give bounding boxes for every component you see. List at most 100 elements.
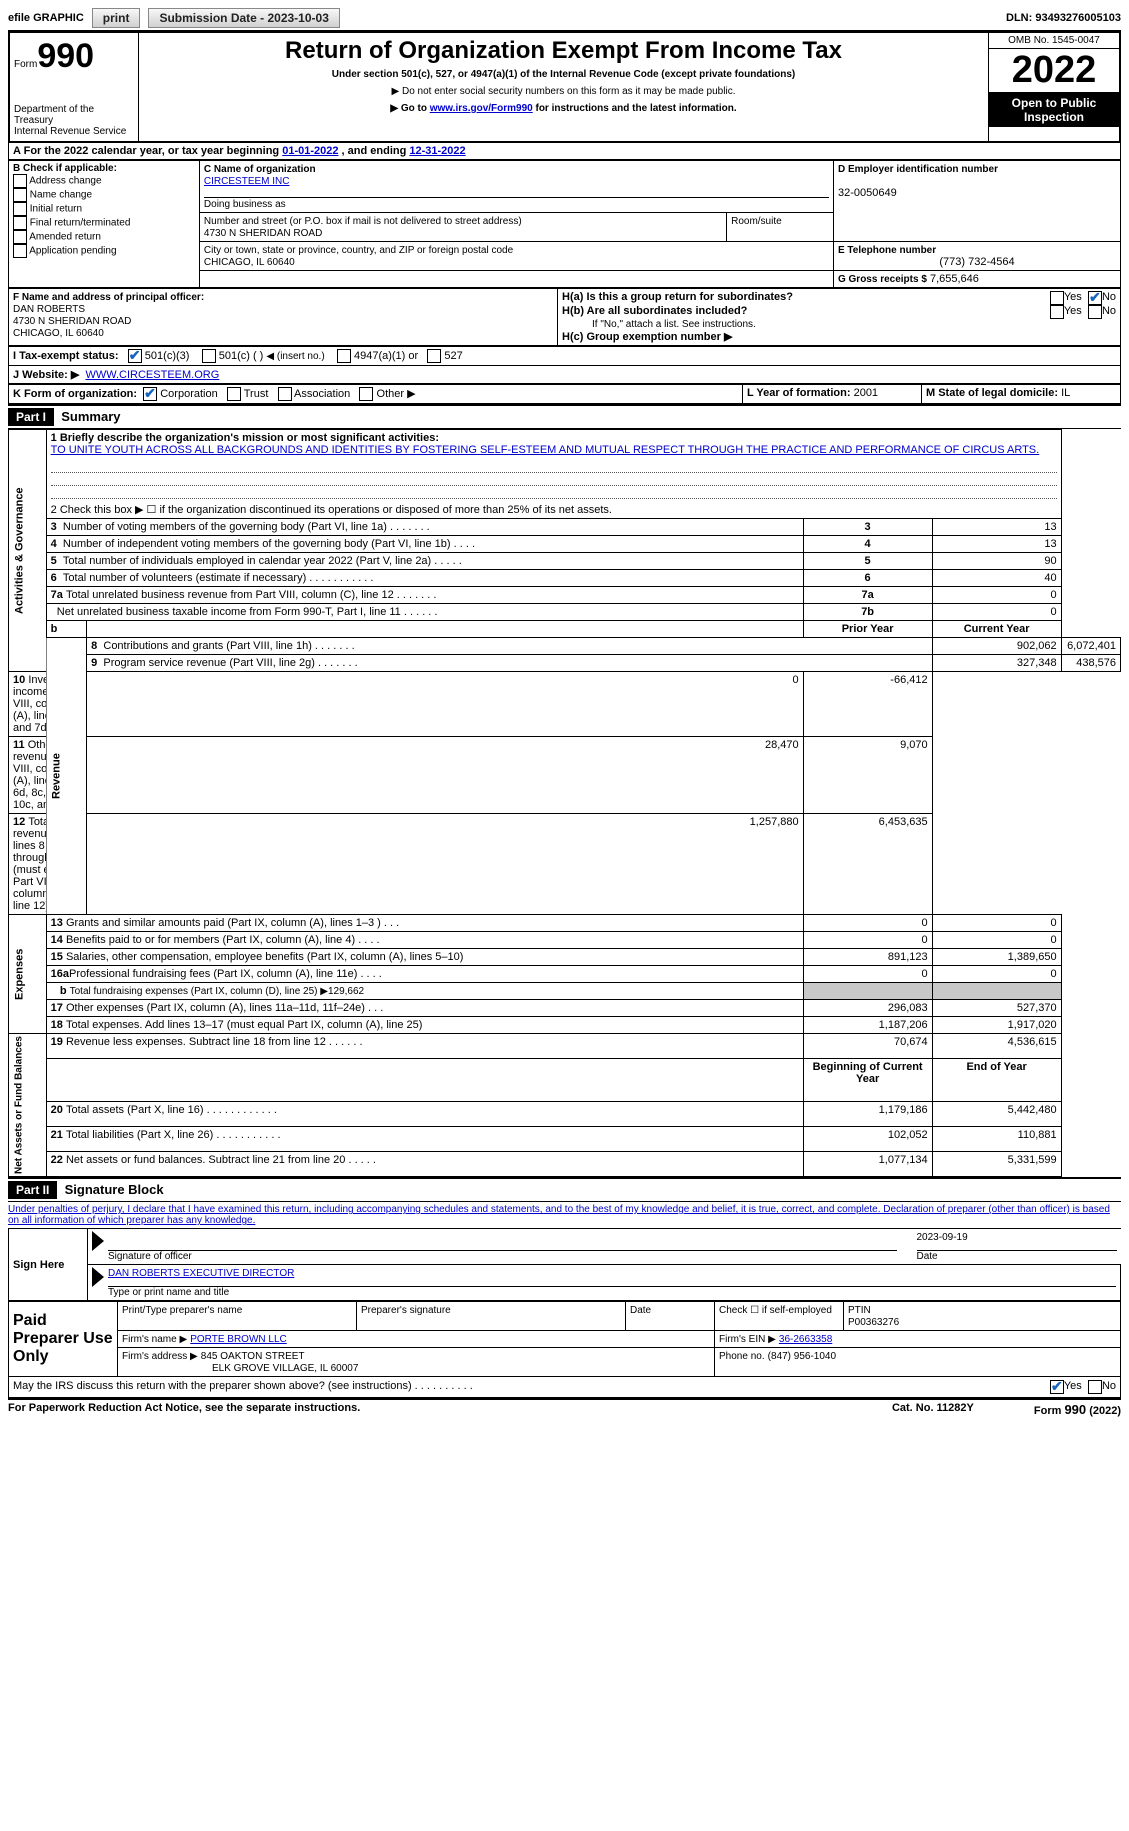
period-begin: 01-01-2022 bbox=[282, 145, 338, 157]
firm-name-label: Firm's name ▶ bbox=[122, 1334, 187, 1345]
hb-yes[interactable]: Yes bbox=[1064, 305, 1082, 319]
dept-treasury: Department of the Treasury bbox=[14, 104, 134, 126]
period-end: 12-31-2022 bbox=[409, 145, 465, 157]
exp-row: 15 Salaries, other compensation, employe… bbox=[46, 949, 803, 966]
discuss-no[interactable]: No bbox=[1102, 1380, 1116, 1394]
ag-row: 6 Total number of volunteers (estimate i… bbox=[46, 570, 803, 587]
side-na: Net Assets or Fund Balances bbox=[9, 1034, 47, 1177]
period-mid: , and ending bbox=[338, 145, 409, 157]
pp-sig-label: Preparer's signature bbox=[361, 1305, 451, 1316]
officer-label: F Name and address of principal officer: bbox=[13, 292, 204, 303]
phone-value: (773) 732-4564 bbox=[838, 256, 1116, 268]
mission-text[interactable]: TO UNITE YOUTH ACROSS ALL BACKGROUNDS AN… bbox=[51, 444, 1040, 456]
officer-printed-name[interactable]: DAN ROBERTS EXECUTIVE DIRECTOR bbox=[108, 1268, 294, 1279]
ag-val-4: 13 bbox=[932, 536, 1061, 553]
period-row: A For the 2022 calendar year, or tax yea… bbox=[8, 143, 1121, 160]
firm-ein-link[interactable]: 36-2663358 bbox=[779, 1334, 832, 1345]
hb-no[interactable]: No bbox=[1102, 305, 1116, 319]
dba-label: Doing business as bbox=[204, 199, 286, 210]
street-value: 4730 N SHERIDAN ROAD bbox=[204, 228, 322, 239]
hb-label: H(b) Are all subordinates included? bbox=[562, 305, 1050, 319]
year-formation-val: 2001 bbox=[854, 387, 878, 399]
form-note1: ▶ Do not enter social security numbers o… bbox=[147, 86, 980, 97]
q2-row: 2 Check this box ▶ ☐ if the organization… bbox=[46, 501, 1061, 519]
chk-final-return[interactable]: Final return/terminated bbox=[30, 218, 131, 229]
phone-label: E Telephone number bbox=[838, 245, 936, 256]
entity-block: B Check if applicable: Address change Na… bbox=[8, 160, 1121, 288]
box-b: B Check if applicable: Address change Na… bbox=[9, 161, 200, 288]
city-value: CHICAGO, IL 60640 bbox=[204, 257, 295, 268]
pp-self-label[interactable]: Check ☐ if self-employed bbox=[719, 1305, 832, 1316]
chk-other[interactable]: Other ▶ bbox=[377, 388, 416, 400]
ha-no[interactable]: No bbox=[1102, 291, 1116, 305]
tax-status-label: I Tax-exempt status: bbox=[13, 350, 119, 362]
org-name-link[interactable]: CIRCESTEEM INC bbox=[204, 176, 290, 187]
discuss-yes[interactable]: Yes bbox=[1064, 1380, 1082, 1394]
part2-title: Signature Block bbox=[65, 1182, 164, 1197]
irs-label: Internal Revenue Service bbox=[14, 126, 134, 137]
part2-badge: Part II bbox=[8, 1181, 57, 1199]
hc-label: H(c) Group exemption number ▶ bbox=[562, 331, 732, 343]
page-footer: For Paperwork Reduction Act Notice, see … bbox=[8, 1398, 1121, 1417]
form-title: Return of Organization Exempt From Incom… bbox=[147, 37, 980, 65]
irs-link[interactable]: www.irs.gov/Form990 bbox=[430, 103, 533, 114]
part2-header: Part II Signature Block bbox=[8, 1177, 1121, 1202]
ptin-val: P00363276 bbox=[848, 1317, 899, 1328]
rev-row: 8 Contributions and grants (Part VIII, l… bbox=[87, 638, 932, 655]
gross-label: G Gross receipts $ bbox=[838, 274, 927, 285]
ptin-label: PTIN bbox=[848, 1305, 871, 1316]
print-button[interactable]: print bbox=[92, 8, 141, 28]
exp-row-19: 19 Revenue less expenses. Subtract line … bbox=[46, 1034, 803, 1059]
exp-row: 13 Grants and similar amounts paid (Part… bbox=[46, 915, 803, 932]
preparer-table: Paid Preparer Use Only Print/Type prepar… bbox=[8, 1301, 1121, 1377]
chk-corp[interactable]: Corporation bbox=[160, 388, 217, 400]
gross-value: 7,655,646 bbox=[930, 273, 979, 285]
footer-pra: For Paperwork Reduction Act Notice, see … bbox=[8, 1402, 892, 1417]
chk-501c[interactable]: 501(c) ( ) bbox=[219, 350, 264, 362]
ag-row: 4 Number of independent voting members o… bbox=[46, 536, 803, 553]
side-exp: Expenses bbox=[9, 915, 47, 1034]
side-ag: Activities & Governance bbox=[9, 430, 47, 672]
efile-label: efile GRAPHIC bbox=[8, 12, 84, 24]
side-rev: Revenue bbox=[46, 638, 86, 915]
ha-yes[interactable]: Yes bbox=[1064, 291, 1082, 305]
klm-block: K Form of organization: Corporation Trus… bbox=[8, 384, 1121, 404]
officer-group-block: F Name and address of principal officer:… bbox=[8, 288, 1121, 346]
chk-address-change[interactable]: Address change bbox=[29, 176, 101, 187]
na-row: 20 Total assets (Part X, line 16) . . . … bbox=[46, 1101, 803, 1126]
exp-row: 14 Benefits paid to or for members (Part… bbox=[46, 932, 803, 949]
chk-assoc[interactable]: Association bbox=[294, 388, 350, 400]
sig-officer-label: Signature of officer bbox=[108, 1251, 917, 1262]
discuss-row: May the IRS discuss this return with the… bbox=[8, 1377, 1121, 1398]
submission-date-button[interactable]: Submission Date - 2023-10-03 bbox=[148, 8, 339, 28]
part1-table: Activities & Governance 1 Briefly descri… bbox=[8, 429, 1121, 1177]
ha-label: H(a) Is this a group return for subordin… bbox=[562, 291, 1050, 305]
year-formation-label: L Year of formation: bbox=[747, 387, 851, 399]
firm-name-link[interactable]: PORTE BROWN LLC bbox=[190, 1334, 287, 1345]
footer-form: Form 990 (2022) bbox=[1034, 1402, 1121, 1417]
ag-val-6: 40 bbox=[932, 570, 1061, 587]
chk-app-pending[interactable]: Application pending bbox=[29, 246, 116, 257]
firm-addr2: ELK GROVE VILLAGE, IL 60007 bbox=[122, 1363, 358, 1374]
firm-ein-label: Firm's EIN ▶ bbox=[719, 1334, 776, 1345]
status-website-block: I Tax-exempt status: 501(c)(3) 501(c) ( … bbox=[8, 346, 1121, 384]
col-prior: Prior Year bbox=[803, 621, 932, 638]
na-col-begin: Beginning of Current Year bbox=[803, 1059, 932, 1102]
website-link[interactable]: WWW.CIRCESTEEM.ORG bbox=[85, 369, 219, 381]
note2-post: for instructions and the latest informat… bbox=[533, 103, 737, 114]
chk-4947[interactable]: 4947(a)(1) or bbox=[354, 350, 418, 362]
chk-501c3[interactable]: 501(c)(3) bbox=[145, 350, 190, 362]
tax-year: 2022 bbox=[989, 48, 1119, 93]
chk-initial-return[interactable]: Initial return bbox=[30, 204, 82, 215]
pp-name-label: Print/Type preparer's name bbox=[122, 1305, 242, 1316]
ein-label: D Employer identification number bbox=[838, 164, 998, 175]
decl-link[interactable]: Under penalties of perjury, I declare th… bbox=[8, 1204, 1110, 1226]
chk-527[interactable]: 527 bbox=[444, 350, 462, 362]
na-row: 21 Total liabilities (Part X, line 26) .… bbox=[46, 1126, 803, 1151]
sig-date-val: 2023-09-19 bbox=[917, 1232, 968, 1243]
chk-trust[interactable]: Trust bbox=[244, 388, 269, 400]
chk-amended[interactable]: Amended return bbox=[29, 232, 101, 243]
sig-date-label: Date bbox=[917, 1251, 1117, 1262]
ag-row: 3 Number of voting members of the govern… bbox=[46, 519, 803, 536]
chk-name-change[interactable]: Name change bbox=[30, 190, 92, 201]
